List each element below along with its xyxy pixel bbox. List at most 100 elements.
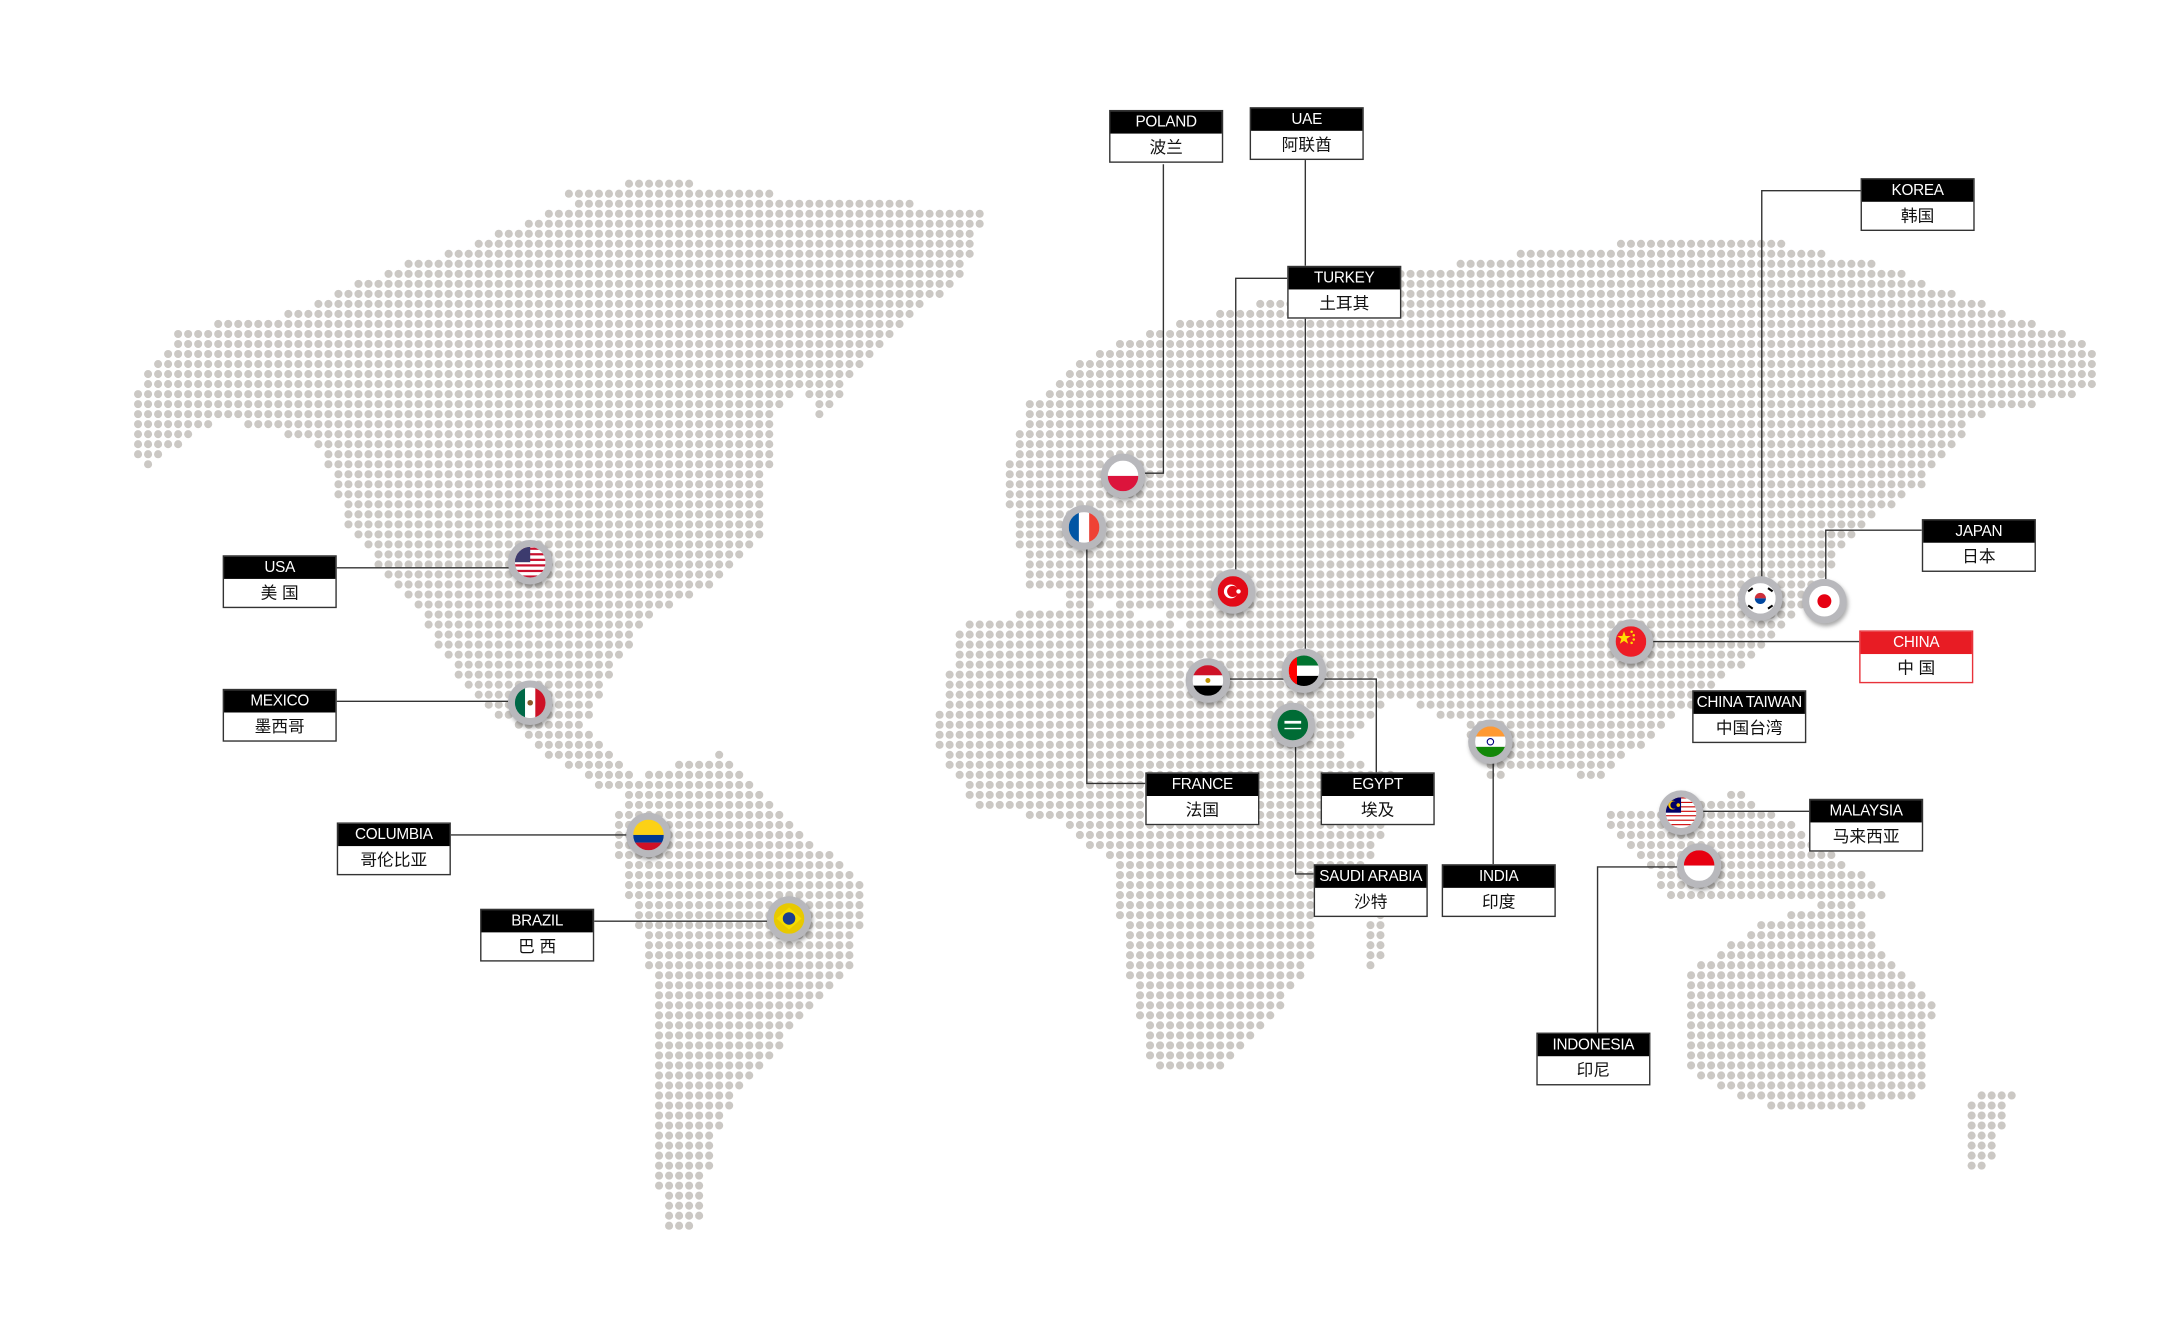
land-dot — [825, 209, 834, 218]
land-dot — [765, 229, 774, 238]
land-dot — [895, 219, 904, 228]
land-dot — [855, 219, 864, 228]
land-dot — [544, 239, 553, 248]
land-dot — [655, 179, 664, 188]
land-dot — [534, 219, 543, 228]
land-dot — [584, 199, 593, 208]
land-dot — [634, 179, 644, 188]
land-dot — [604, 239, 613, 248]
land-dot — [725, 219, 734, 228]
land-dot — [554, 219, 563, 228]
land-dot — [815, 199, 824, 208]
land-dot — [785, 229, 794, 238]
land-dot — [695, 209, 704, 218]
land-dot — [534, 229, 543, 238]
land-dot — [745, 219, 754, 228]
land-dot — [524, 219, 533, 228]
land-dot — [614, 239, 624, 248]
land-dot — [725, 199, 734, 208]
land-dot — [715, 219, 724, 228]
land-dot — [685, 229, 694, 238]
land-dot — [795, 219, 804, 228]
land-dot — [745, 239, 754, 248]
land-dot — [504, 239, 513, 248]
land-dot — [835, 219, 844, 228]
land-dot — [925, 209, 934, 218]
land-dot — [504, 229, 513, 238]
land-dot — [725, 189, 734, 198]
land-dot — [574, 209, 583, 218]
land-dot — [675, 189, 684, 198]
land-dot — [895, 229, 904, 238]
land-dot — [584, 209, 593, 218]
land-dot — [564, 209, 573, 218]
land-dot — [564, 239, 573, 248]
land-dot — [905, 209, 914, 218]
land-dot — [905, 219, 914, 228]
land-dot — [584, 219, 593, 228]
land-dot — [965, 229, 974, 238]
land-dot — [835, 229, 844, 238]
land-dot — [705, 219, 714, 228]
land-dot — [765, 189, 774, 198]
land-dot — [645, 219, 654, 228]
land-dot — [735, 199, 744, 208]
land-dot — [634, 229, 644, 238]
land-dot — [645, 189, 654, 198]
land-dot — [975, 209, 984, 218]
land-dot — [604, 199, 613, 208]
land-dot — [855, 209, 864, 218]
land-dot — [845, 199, 854, 208]
land-dot — [705, 199, 714, 208]
land-dot — [725, 209, 734, 218]
land-dot — [614, 189, 624, 198]
land-dot — [614, 229, 624, 238]
land-dot — [524, 229, 533, 238]
land-dot — [544, 229, 553, 238]
land-dot — [675, 179, 684, 188]
land-dot — [805, 219, 814, 228]
land-dot — [645, 239, 654, 248]
land-dot — [755, 239, 764, 248]
land-dot — [554, 229, 563, 238]
land-dot — [765, 199, 774, 208]
land-dot — [735, 239, 744, 248]
land-dot — [925, 219, 934, 228]
land-dot — [955, 219, 964, 228]
land-dot — [735, 219, 744, 228]
land-dot — [785, 209, 794, 218]
land-dot — [765, 209, 774, 218]
land-dot — [634, 239, 644, 248]
land-dot — [544, 209, 553, 218]
land-dot — [845, 219, 854, 228]
land-dot — [905, 229, 914, 238]
land-dot — [895, 199, 904, 208]
land-dot — [805, 229, 814, 238]
land-dot — [675, 209, 684, 218]
land-dot — [665, 229, 674, 238]
land-dot — [474, 239, 483, 248]
land-dot — [624, 229, 634, 238]
land-dot — [735, 189, 744, 198]
land-dot — [945, 229, 954, 238]
land-dot — [624, 219, 634, 228]
land-dot — [645, 199, 654, 208]
land-dot — [614, 199, 624, 208]
land-dot — [745, 189, 754, 198]
land-dot — [574, 219, 583, 228]
land-dot — [875, 199, 884, 208]
land-dot — [805, 199, 814, 208]
land-dot — [685, 199, 694, 208]
land-dot — [584, 229, 593, 238]
land-dot — [645, 179, 654, 188]
land-dot — [665, 199, 674, 208]
land-dot — [594, 189, 603, 198]
land-dot — [484, 239, 493, 248]
land-dot — [825, 219, 834, 228]
land-dot — [855, 199, 864, 208]
land-dot — [624, 199, 634, 208]
land-dot — [655, 189, 664, 198]
land-dot — [645, 229, 654, 238]
